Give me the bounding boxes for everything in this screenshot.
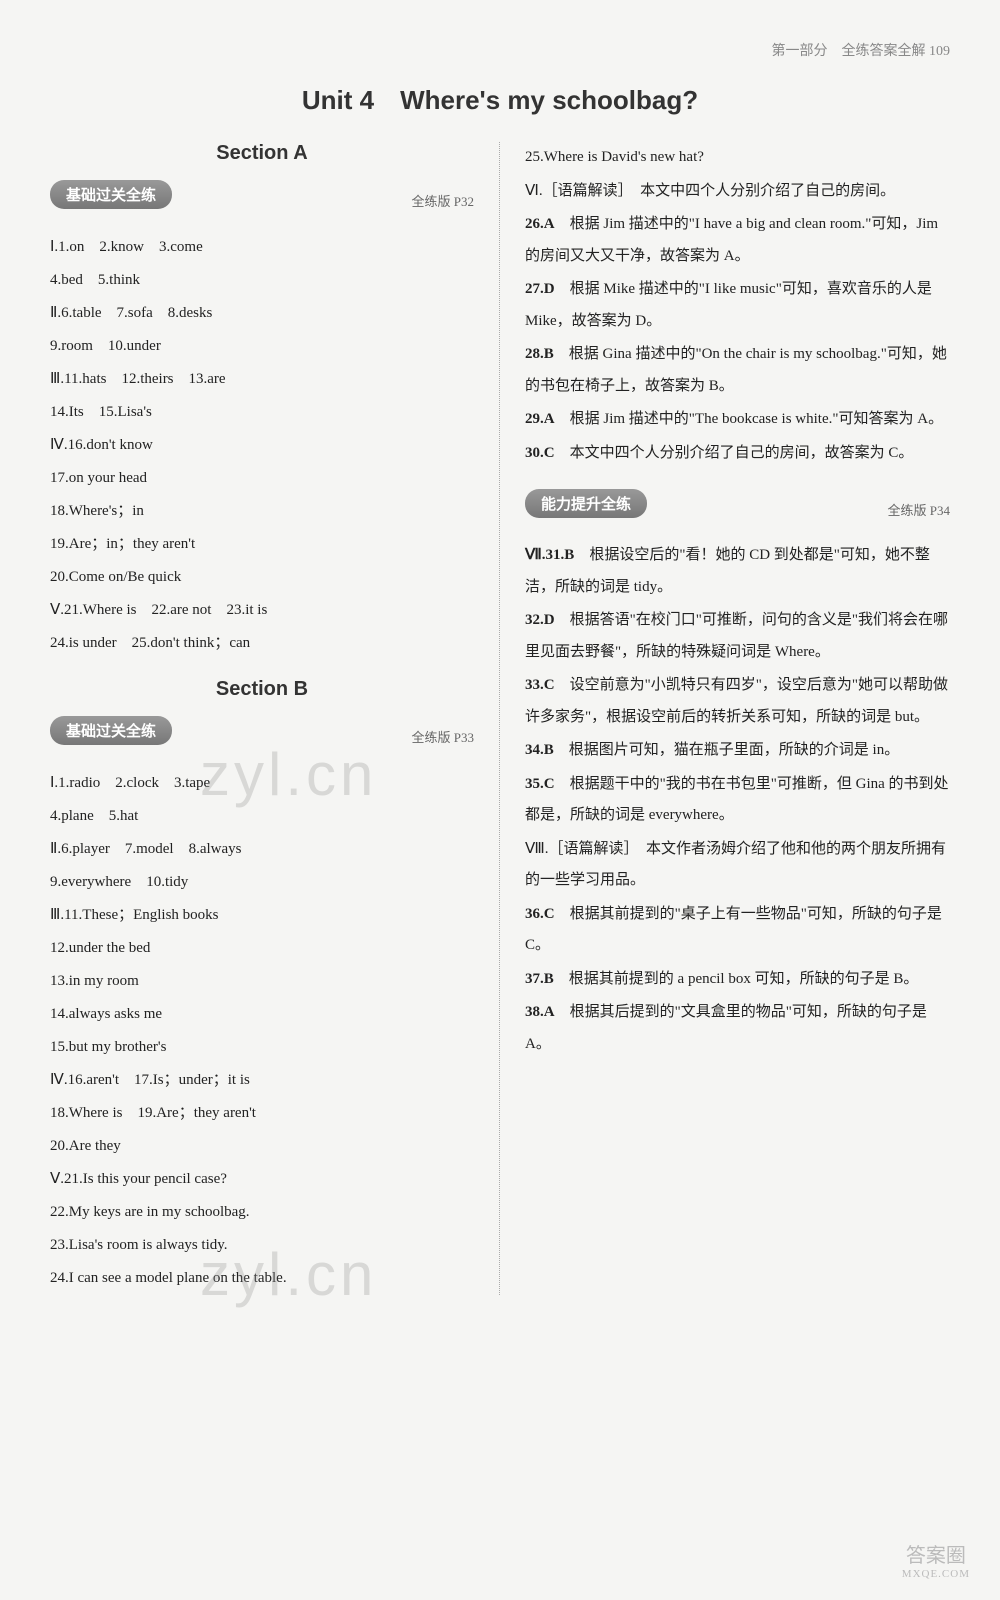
answer-line: 23.Lisa's room is always tidy. xyxy=(50,1229,474,1262)
answer-line: 9.room 10.under xyxy=(50,330,474,363)
answer-line: 14.Its 15.Lisa's xyxy=(50,396,474,429)
answer-text: 根据题干中的"我的书在书包里"可推断，但 Gina 的书到处都是，所缺的词是 e… xyxy=(525,776,949,824)
answer-item: 27.D 根据 Mike 描述中的"I like music"可知，喜欢音乐的人… xyxy=(525,274,950,337)
answer-item: Ⅶ.31.B 根据设空后的"看！她的 CD 到处都是"可知，她不整洁，所缺的词是… xyxy=(525,540,950,603)
answer-num: 34.B xyxy=(525,735,554,767)
page-ref-2: 全练版 P33 xyxy=(412,727,474,746)
answer-line: 4.plane 5.hat xyxy=(50,800,474,833)
answer-line: 19.Are；in；they aren't xyxy=(50,528,474,561)
answer-num: 27.D xyxy=(525,274,555,306)
answer-num: 36.C xyxy=(525,899,555,931)
answer-num: 32.D xyxy=(525,605,555,637)
part-label: 第一部分 全练答案全解 xyxy=(772,44,926,59)
q25: 25.Where is David's new hat? xyxy=(525,142,950,174)
badge-row-3: 能力提升全练 全练版 P34 xyxy=(525,489,950,530)
answer-text: 本文中四个人分别介绍了自己的房间，故答案为 C。 xyxy=(570,445,914,461)
answer-text: 根据 Jim 描述中的"The bookcase is white."可知答案为… xyxy=(570,411,943,427)
answer-text: 设空前意为"小凯特只有四岁"，设空后意为"她可以帮助做许多家务"，根据设空前后的… xyxy=(525,677,948,725)
answer-line: 24.is under 25.don't think；can xyxy=(50,627,474,660)
answer-text: 根据 Jim 描述中的"I have a big and clean room.… xyxy=(525,216,938,264)
answer-item: 28.B 根据 Gina 描述中的"On the chair is my sch… xyxy=(525,339,950,402)
answer-item: 33.C 设空前意为"小凯特只有四岁"，设空后意为"她可以帮助做许多家务"，根据… xyxy=(525,670,950,733)
practice-badge-1: 基础过关全练 xyxy=(50,180,172,209)
answer-num: 37.B xyxy=(525,964,554,996)
answer-num: 38.A xyxy=(525,997,555,1029)
answer-line: 18.Where's；in xyxy=(50,495,474,528)
passage-intro-2: Ⅷ.［语篇解读］ 本文作者汤姆介绍了他和他的两个朋友所拥有的一些学习用品。 xyxy=(525,834,950,897)
answer-text: 根据答语"在校门口"可推断，问句的含义是"我们将会在哪里见面去野餐"，所缺的特殊… xyxy=(525,612,948,660)
practice-badge-3: 能力提升全练 xyxy=(525,489,647,518)
answer-item: 32.D 根据答语"在校门口"可推断，问句的含义是"我们将会在哪里见面去野餐"，… xyxy=(525,605,950,668)
answer-text: 根据设空后的"看！她的 CD 到处都是"可知，她不整洁，所缺的词是 tidy。 xyxy=(525,547,930,595)
left-column: Section A 基础过关全练 全练版 P32 Ⅰ.1.on 2.know 3… xyxy=(50,142,500,1295)
page-header: 第一部分 全练答案全解 109 xyxy=(50,40,950,60)
page-ref-3: 全练版 P34 xyxy=(888,500,950,519)
answer-item: 37.B 根据其前提到的 a pencil box 可知，所缺的句子是 B。 xyxy=(525,964,950,996)
answer-num: 33.C xyxy=(525,670,555,702)
answer-line: Ⅱ.6.player 7.model 8.always xyxy=(50,833,474,866)
unit-title: Unit 4 Where's my schoolbag? xyxy=(50,80,950,117)
corner-text-big: 答案圈 xyxy=(902,1539,970,1568)
answer-text: 根据其前提到的"桌子上有一些物品"可知，所缺的句子是 C。 xyxy=(525,906,942,954)
corner-badge: 答案圈 MXQE.COM xyxy=(902,1539,970,1580)
answer-item: 35.C 根据题干中的"我的书在书包里"可推断，但 Gina 的书到处都是，所缺… xyxy=(525,769,950,832)
answer-line: 20.Come on/Be quick xyxy=(50,561,474,594)
practice-badge-2: 基础过关全练 xyxy=(50,716,172,745)
answer-num: 30.C xyxy=(525,438,555,470)
right-column: 25.Where is David's new hat? Ⅵ.［语篇解读］ 本文… xyxy=(500,142,950,1295)
answer-line: 18.Where is 19.Are；they aren't xyxy=(50,1097,474,1130)
answer-item: 30.C 本文中四个人分别介绍了自己的房间，故答案为 C。 xyxy=(525,438,950,470)
section-b-title: Section B xyxy=(50,678,474,701)
answer-line: 17.on your head xyxy=(50,462,474,495)
passage-intro: Ⅵ.［语篇解读］ 本文中四个人分别介绍了自己的房间。 xyxy=(525,176,950,208)
answer-line: Ⅳ.16.aren't 17.Is；under；it is xyxy=(50,1064,474,1097)
answer-num: 26.A xyxy=(525,209,555,241)
answer-text: 根据其前提到的 a pencil box 可知，所缺的句子是 B。 xyxy=(569,971,919,987)
page-ref-1: 全练版 P32 xyxy=(412,191,474,210)
answer-line: Ⅳ.16.don't know xyxy=(50,429,474,462)
answer-line: 4.bed 5.think xyxy=(50,264,474,297)
section-a-title: Section A xyxy=(50,142,474,165)
answer-text: 根据 Mike 描述中的"I like music"可知，喜欢音乐的人是 Mik… xyxy=(525,281,932,329)
answer-item: 38.A 根据其后提到的"文具盒里的物品"可知，所缺的句子是 A。 xyxy=(525,997,950,1060)
answer-line: Ⅴ.21.Is this your pencil case? xyxy=(50,1163,474,1196)
answer-num: 29.A xyxy=(525,404,555,436)
answer-item: 29.A 根据 Jim 描述中的"The bookcase is white."… xyxy=(525,404,950,436)
answer-text: 根据其后提到的"文具盒里的物品"可知，所缺的句子是 A。 xyxy=(525,1004,927,1052)
answer-line: 9.everywhere 10.tidy xyxy=(50,866,474,899)
answer-item: 36.C 根据其前提到的"桌子上有一些物品"可知，所缺的句子是 C。 xyxy=(525,899,950,962)
answer-line: Ⅰ.1.radio 2.clock 3.tape xyxy=(50,767,474,800)
answer-line: Ⅲ.11.These；English books xyxy=(50,899,474,932)
answer-line: 15.but my brother's xyxy=(50,1031,474,1064)
answer-line: 20.Are they xyxy=(50,1130,474,1163)
answer-line: 14.always asks me xyxy=(50,998,474,1031)
answer-line: 24.I can see a model plane on the table. xyxy=(50,1262,474,1295)
answer-num: 35.C xyxy=(525,769,555,801)
content-columns: Section A 基础过关全练 全练版 P32 Ⅰ.1.on 2.know 3… xyxy=(50,142,950,1295)
answer-item: 26.A 根据 Jim 描述中的"I have a big and clean … xyxy=(525,209,950,272)
page-number: 109 xyxy=(929,44,950,59)
answer-line: Ⅴ.21.Where is 22.are not 23.it is xyxy=(50,594,474,627)
answer-text: 根据 Gina 描述中的"On the chair is my schoolba… xyxy=(525,346,947,394)
badge-row-1: 基础过关全练 全练版 P32 xyxy=(50,180,474,221)
answer-line: 12.under the bed xyxy=(50,932,474,965)
corner-text-small: MXQE.COM xyxy=(902,1568,970,1580)
answer-num: Ⅶ.31.B xyxy=(525,540,574,572)
answer-line: 22.My keys are in my schoolbag. xyxy=(50,1196,474,1229)
answer-num: 28.B xyxy=(525,339,554,371)
answer-item: 34.B 根据图片可知，猫在瓶子里面，所缺的介词是 in。 xyxy=(525,735,950,767)
answer-line: Ⅰ.1.on 2.know 3.come xyxy=(50,231,474,264)
answer-line: Ⅱ.6.table 7.sofa 8.desks xyxy=(50,297,474,330)
answer-line: 13.in my room xyxy=(50,965,474,998)
answer-line: Ⅲ.11.hats 12.theirs 13.are xyxy=(50,363,474,396)
badge-row-2: 基础过关全练 全练版 P33 xyxy=(50,716,474,757)
answer-text: 根据图片可知，猫在瓶子里面，所缺的介词是 in。 xyxy=(569,742,899,758)
